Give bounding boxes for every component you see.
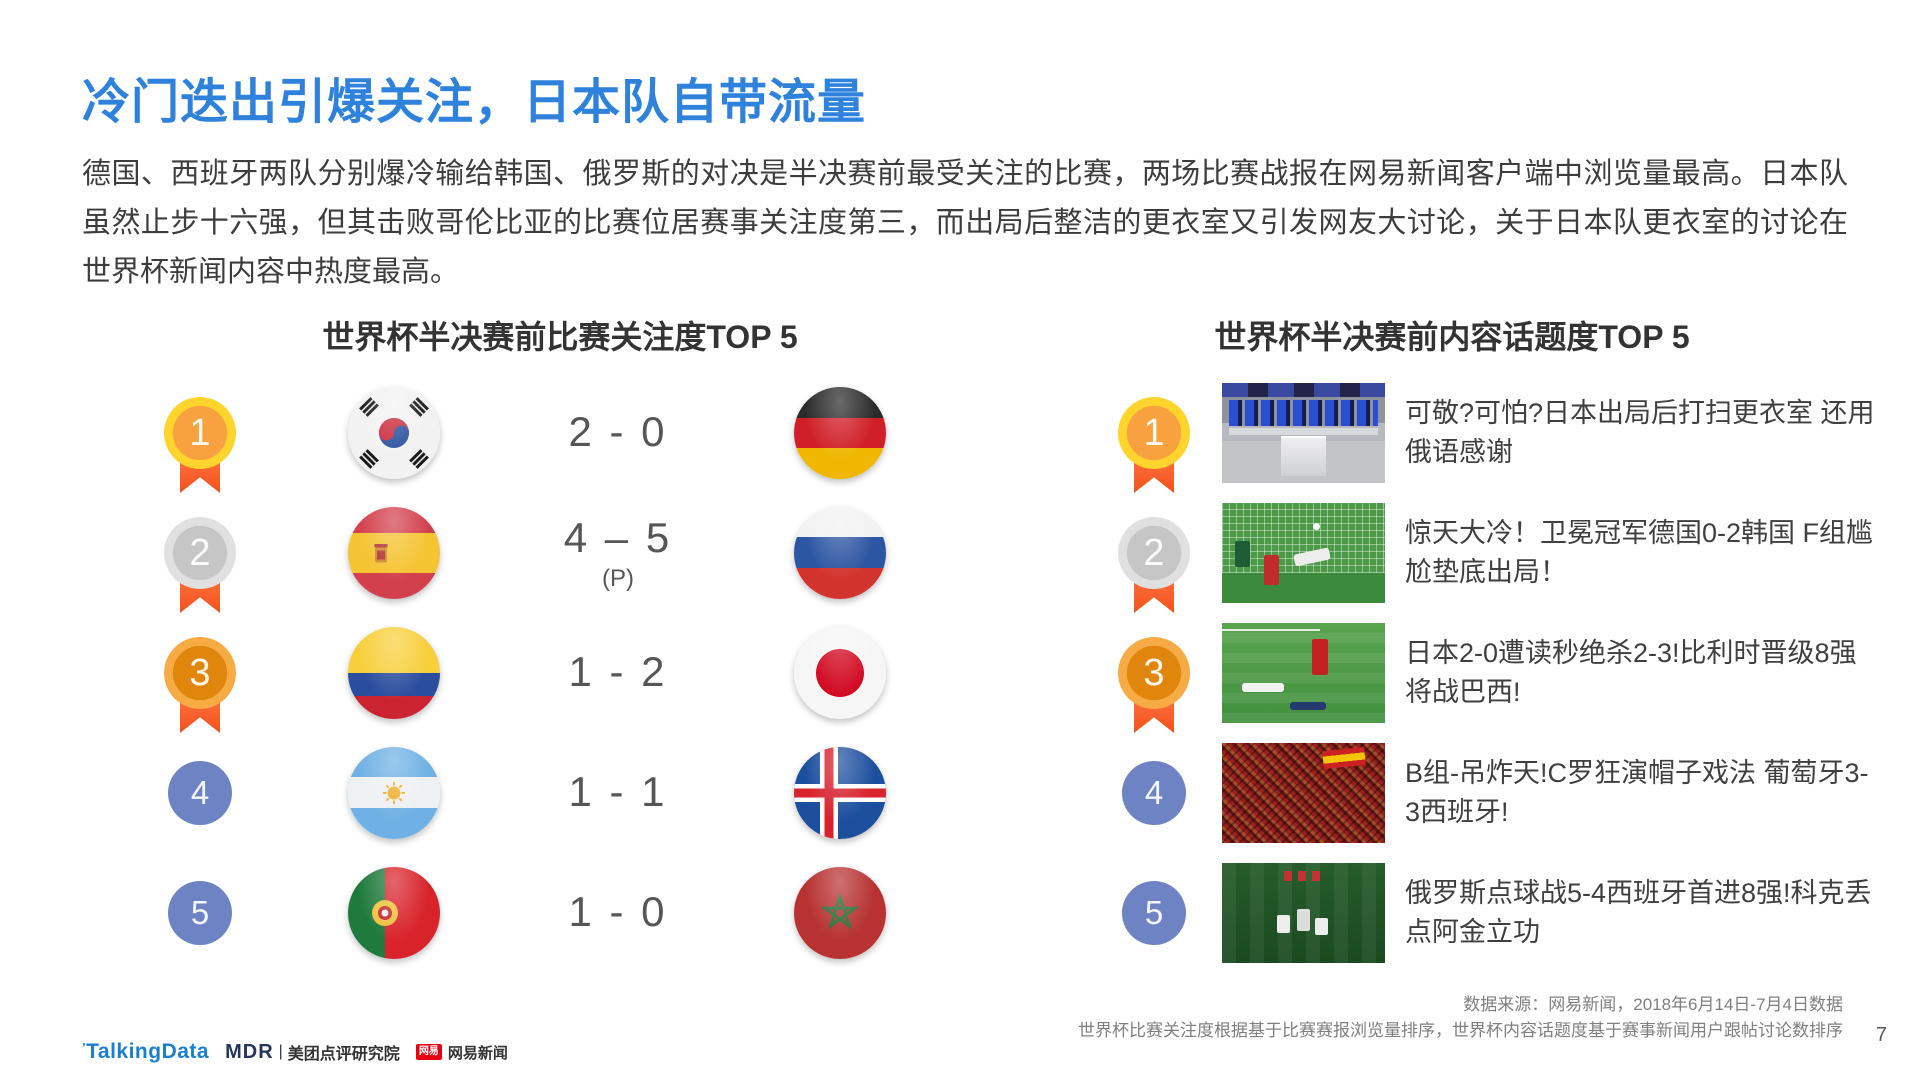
news-title: 可敬?可怕?日本出局后打扫更衣室 还用俄语感谢 bbox=[1405, 398, 1875, 467]
meituan-research-logo: MDR | 美团点评研究院 bbox=[225, 1040, 400, 1064]
netease-news-logo: 网易 网易新闻 bbox=[415, 1042, 508, 1063]
meituan-research-name: 美团点评研究院 bbox=[287, 1046, 400, 1063]
flag-south-korea-icon bbox=[348, 387, 440, 479]
match-score: 1 - 0 bbox=[568, 887, 668, 935]
rank-number: 3 bbox=[1143, 651, 1165, 694]
rank-badge-icon: 4 bbox=[164, 757, 236, 857]
right-panel-title: 世界杯半决赛前内容话题度TOP 5 bbox=[1214, 319, 1690, 355]
rank-badge-icon: 5 bbox=[164, 877, 236, 977]
rank-number: 1 bbox=[189, 411, 211, 454]
rank-badge-icon: 5 bbox=[1118, 877, 1190, 977]
flag-japan-icon bbox=[794, 627, 886, 719]
news-title: 俄罗斯点球战5-4西班牙首进8强!科克丢点阿金立功 bbox=[1405, 878, 1872, 947]
silver-medal-icon: 2 bbox=[164, 517, 236, 617]
news-row-4: 4 B组-吊炸天!C罗狂演帽子戏法 葡萄牙3-3西班牙! bbox=[1080, 733, 1880, 853]
page-number: 7 bbox=[1875, 1024, 1887, 1046]
match-row-1: 1 2 - 0 bbox=[80, 373, 1040, 493]
source-line-2: 世界杯比赛关注度根据基于比赛赛报浏览量排序，世界杯内容话题度基于赛事新闻用户跟帖… bbox=[1078, 1021, 1843, 1040]
gold-medal-icon: 1 bbox=[1118, 397, 1190, 497]
news-row-2: 2 惊天大冷！卫冕冠军德国0-2韩国 F组尴尬垫底出局！ bbox=[1080, 493, 1880, 613]
match-score: 4 – 5 (P) bbox=[563, 513, 673, 592]
match-score: 2 - 0 bbox=[568, 407, 668, 455]
flag-russia-icon bbox=[794, 507, 886, 599]
match-row-5: 5 1 - 0 bbox=[80, 853, 1040, 973]
mdr-logo: MDR bbox=[225, 1040, 274, 1063]
logo-divider: | bbox=[278, 1043, 283, 1060]
netease-badge-icon: 网易 bbox=[415, 1044, 442, 1060]
match-row-2: 2 4 – 5 (P) bbox=[80, 493, 1040, 613]
netease-news-name: 网易新闻 bbox=[447, 1044, 508, 1062]
match-score: 1 - 2 bbox=[568, 647, 668, 695]
rank-number: 5 bbox=[190, 894, 210, 931]
gold-medal-icon: 1 bbox=[164, 397, 236, 497]
intro-paragraph: 德国、西班牙两队分别爆冷输给韩国、俄罗斯的对决是半决赛前最受关注的比赛，两场比赛… bbox=[82, 158, 1848, 288]
flag-iceland-icon bbox=[794, 747, 886, 839]
news-row-1: 1 可敬?可怕?日本出局后打扫更衣室 还用俄语感谢 bbox=[1080, 373, 1880, 493]
news-thumbnail-players-down bbox=[1222, 623, 1385, 723]
source-line-1: 数据来源：网易新闻，2018年6月14日-7月4日数据 bbox=[1463, 995, 1843, 1014]
rank-number: 1 bbox=[1143, 411, 1165, 454]
data-source-note: 数据来源：网易新闻，2018年6月14日-7月4日数据 世界杯比赛关注度根据基于… bbox=[1078, 992, 1843, 1044]
news-thumbnail-goal-scene bbox=[1222, 503, 1385, 603]
news-title: B组-吊炸天!C罗狂演帽子戏法 葡萄牙3-3西班牙! bbox=[1405, 758, 1869, 827]
flag-germany-icon bbox=[794, 387, 886, 479]
news-thumbnail-locker-room bbox=[1222, 383, 1385, 483]
rank-number: 2 bbox=[1143, 531, 1165, 574]
silver-medal-icon: 2 bbox=[1118, 517, 1190, 617]
match-score: 1 - 1 bbox=[568, 767, 668, 815]
rank-number: 5 bbox=[1144, 894, 1164, 931]
flag-argentina-icon bbox=[348, 747, 440, 839]
flag-colombia-icon bbox=[348, 627, 440, 719]
flag-morocco-icon bbox=[794, 867, 886, 959]
footer-logos: ’TalkingData MDR | 美团点评研究院 网易 网易新闻 bbox=[82, 1040, 508, 1064]
news-row-3: 3 日本2-0遭读秒绝杀2-3!比利时晋级8强将战巴西! bbox=[1080, 613, 1880, 733]
news-row-5: 5 俄罗斯点球战5-4西班牙首进8强!科克丢点阿金立功 bbox=[1080, 853, 1880, 973]
talkingdata-logo: ’TalkingData bbox=[82, 1040, 210, 1063]
rank-badge-icon: 4 bbox=[1118, 757, 1190, 857]
rank-number: 2 bbox=[189, 531, 211, 574]
news-title: 日本2-0遭读秒绝杀2-3!比利时晋级8强将战巴西! bbox=[1405, 638, 1857, 707]
flag-portugal-icon bbox=[348, 867, 440, 959]
news-title: 惊天大冷！卫冕冠军德国0-2韩国 F组尴尬垫底出局！ bbox=[1405, 518, 1874, 587]
penalty-note: (P) bbox=[602, 564, 634, 592]
news-thumbnail-celebration bbox=[1222, 863, 1385, 963]
news-thumbnail-fans-crowd bbox=[1222, 743, 1385, 843]
rank-number: 3 bbox=[189, 651, 211, 694]
rank-number: 4 bbox=[190, 774, 210, 811]
match-row-4: 4 1 - 1 bbox=[80, 733, 1040, 853]
flag-spain-icon bbox=[348, 507, 440, 599]
left-panel-title: 世界杯半决赛前比赛关注度TOP 5 bbox=[322, 319, 798, 355]
match-row-3: 3 1 - 2 bbox=[80, 613, 1040, 733]
bronze-medal-icon: 3 bbox=[164, 637, 236, 737]
page-title: 冷门迭出引爆关注，日本队自带流量 bbox=[82, 76, 867, 129]
bronze-medal-icon: 3 bbox=[1118, 637, 1190, 737]
rank-number: 4 bbox=[1144, 774, 1164, 811]
talkingdata-mark: ’ bbox=[82, 1040, 87, 1055]
